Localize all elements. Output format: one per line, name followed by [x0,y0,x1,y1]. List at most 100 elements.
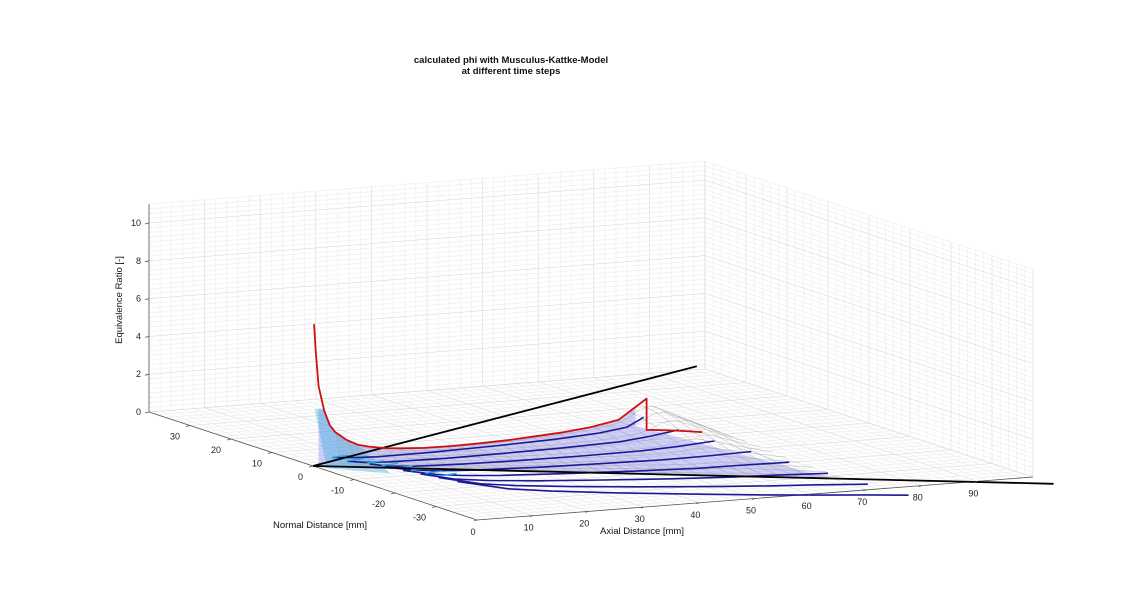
back-wall-grid-line [148,283,706,328]
back-wall-grid-line [148,212,706,257]
back-wall-grid-line [148,175,706,219]
y-tick-mark [185,425,191,427]
x-tick-mark [807,493,811,496]
centerline-phi-line [313,324,703,450]
surface-mesh-line [665,410,783,477]
side-wall-grid-line [704,245,1034,355]
back-wall-grid-line [148,198,706,243]
x-tick-label: 90 [968,488,978,498]
surface-mesh-line [530,436,604,473]
side-wall-grid-line [704,175,1034,284]
floor-grid-line [419,457,976,502]
surface-mesh-line [334,431,343,466]
time-step-contour [369,440,715,468]
side-wall-grid-line [704,264,1034,374]
x-tick-mark [473,519,478,522]
y-axis-label: Normal Distance [mm] [273,520,367,531]
back-wall-grid-line [148,330,706,375]
data-lines [312,324,1054,496]
back-wall-grid-line [148,231,706,276]
time-step-contour [438,476,868,488]
time-step-contour [385,450,752,472]
floor-grid-line [452,468,1009,513]
back-wall-grid-line [148,288,706,332]
side-wall-grid-line [704,302,1034,412]
y-tick-mark [431,506,437,508]
side-wall-grid-line [704,349,1034,459]
floor-grid-line [411,455,968,499]
spray-edge-line [312,465,1054,485]
back-wall-grid-line [148,170,706,214]
surface-mesh-line [506,440,571,473]
side-wall-grid-line [704,189,1034,298]
floor-grid-line [157,371,714,415]
y-tick-mark [267,452,273,454]
back-wall-grid-line [148,227,706,271]
floor-grid-line [288,414,845,459]
surface-mesh-line [338,438,774,459]
z-tick-label: 2 [136,369,141,379]
surface-mesh-line [337,429,760,456]
x-tick-mark [751,498,756,500]
back-wall-grid-line [148,274,706,318]
near-nozzle-contour [332,454,350,459]
side-wall-grid-line [704,321,1034,431]
time-step-contour [457,480,909,496]
side-wall-grid-line [704,330,1034,440]
side-wall-grid-line [704,364,1034,473]
side-wall-grid-line [704,212,1034,322]
floor-grid-line [173,376,730,421]
side-wall-grid-line [704,307,1034,416]
side-wall-grid-line [704,208,1034,317]
floor-grid-line [189,382,747,426]
side-wall-grid-line [704,260,1034,369]
back-wall-grid-line [148,278,706,323]
side-wall-grid-line [704,288,1034,397]
back-wall-grid-line [148,222,706,266]
side-wall-grid-line [704,160,1034,270]
y-tick-mark [390,492,396,495]
side-wall-grid-line [704,340,1034,449]
side-wall-grid-line [704,217,1034,327]
floor-grid-line [198,384,755,429]
back-wall-grid-line [148,340,706,384]
back-wall-grid-line [148,208,706,252]
side-wall-grid-line [704,297,1034,407]
floor-grid-line [460,471,1017,515]
y-tick-label: -30 [413,513,426,523]
side-wall-grid-line [704,198,1034,308]
floor-grid-line [239,398,796,442]
floor-grid-line [230,395,788,440]
near-nozzle-contour [346,458,364,462]
side-wall-grid-line [704,345,1034,454]
x-tick-mark [640,506,644,509]
back-wall-grid-line [148,359,706,403]
back-wall-grid-line [148,260,706,304]
side-wall-grid-line [704,359,1034,468]
x-tick-mark [529,515,533,518]
tick-labels: 0 10 20 30 40 50 60 70 80 90 -30 -20 -10 0 10 20 30 0 2 4 6 8… [131,218,978,537]
z-tick-mark [144,373,150,376]
back-wall-grid-line [148,297,706,342]
x-axis-label: Axial Distance [mm] [600,526,684,537]
side-wall-grid-line [704,274,1034,383]
z-tick-label: 4 [136,331,141,341]
side-wall-grid-line [704,354,1034,464]
back-wall-grid-line [148,345,706,389]
side-wall-grid-line [704,269,1034,379]
back-wall-grid-line [148,217,706,262]
chart-title-line-1: calculated phi with Musculus-Kattke-Mode… [414,55,608,66]
z-tick-label: 8 [136,256,141,266]
back-wall-grid-line [148,293,706,337]
back-wall-grid-line [148,179,706,224]
back-wall-grid-line [148,335,706,380]
back-wall-grid-line [148,193,706,238]
back-wall-grid-line [148,307,706,351]
spray-edge-line [312,365,698,467]
back-wall-grid-line [148,264,706,309]
side-wall-grid-line [704,231,1034,341]
x-tick-label: 50 [746,506,756,516]
side-wall-grid-line [704,179,1034,289]
surface-mesh-line [677,415,799,478]
